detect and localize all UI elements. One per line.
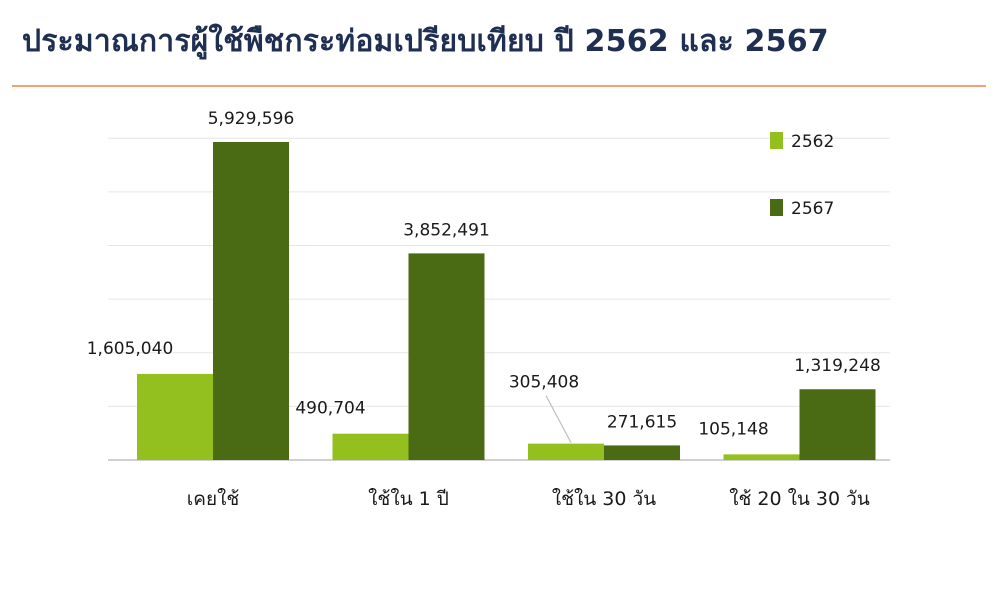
category-label-3: ใช้ใน 30 วัน xyxy=(552,488,656,510)
value-label-2567-4: 1,319,248 xyxy=(794,356,881,376)
value-label-2562-2: 490,704 xyxy=(295,399,365,419)
category-label-4: ใช้ 20 ใน 30 วัน xyxy=(729,488,870,510)
value-label-2562-1: 1,605,040 xyxy=(87,339,174,359)
bar-2562-4 xyxy=(723,454,800,460)
title-divider xyxy=(12,85,986,87)
legend-swatch-2567 xyxy=(770,199,783,216)
value-label-2567-1: 5,929,596 xyxy=(208,109,295,129)
value-label-2562-3: 305,408 xyxy=(509,373,579,393)
legend-label-2562: 2562 xyxy=(791,132,834,152)
bar-2567-3 xyxy=(604,445,680,460)
value-label-2567-3: 271,615 xyxy=(607,412,677,432)
bar-2562-2 xyxy=(332,433,409,460)
category-label-2: ใช้ใน 1 ปี xyxy=(368,488,449,510)
bar-2567-4 xyxy=(799,389,876,460)
chart-title: ประมาณการผู้ใช้พืชกระท่อมเปรียบเทียบ ปี … xyxy=(22,24,829,59)
value-label-2562-4: 105,148 xyxy=(698,419,768,439)
bar-2562-3 xyxy=(528,443,604,460)
category-label-1: เคยใช้ xyxy=(187,488,240,510)
bar-2567-1 xyxy=(213,142,289,460)
legend-label-2567: 2567 xyxy=(791,199,834,219)
bar-2562-1 xyxy=(137,373,213,460)
bar-2567-2 xyxy=(408,253,485,460)
value-label-2567-2: 3,852,491 xyxy=(403,220,490,240)
legend-swatch-2562 xyxy=(770,132,783,149)
leader-line xyxy=(545,395,572,443)
